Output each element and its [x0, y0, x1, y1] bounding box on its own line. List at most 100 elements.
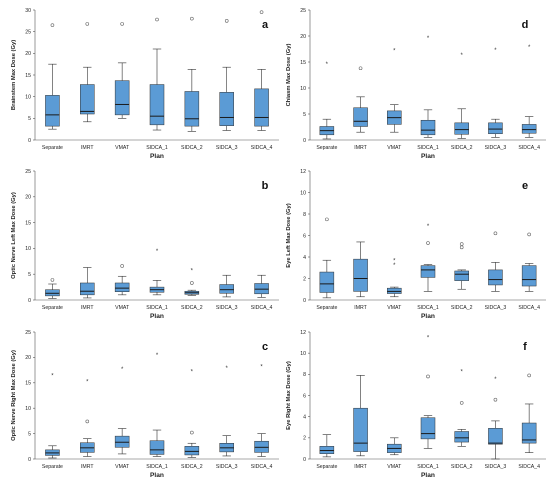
extreme-outlier-star: *: [51, 374, 54, 380]
y-tick-label: 30: [25, 8, 31, 14]
box-SIDCA_2: [454, 429, 469, 447]
x-tick-label: SIDCA_4: [518, 464, 540, 470]
panel-label: e: [522, 180, 528, 192]
y-tick-label: 15: [25, 73, 31, 79]
x-tick-label: IMRT: [354, 305, 367, 311]
box-SIDCA_3: [488, 420, 503, 460]
x-tick-label: SIDCA_2: [451, 145, 473, 151]
extreme-outlier-star: *: [528, 45, 531, 51]
box-SIDCA_4: [254, 274, 269, 298]
y-tick-label: 25: [25, 29, 31, 35]
x-tick-label: SIDCA_4: [251, 145, 273, 151]
outlier-circle: [190, 281, 194, 285]
x-tick-label: SIDCA_2: [181, 305, 203, 311]
y-tick-label: 0: [303, 298, 306, 304]
y-tick-label: 4: [303, 255, 306, 261]
x-tick-label: VMAT: [115, 464, 130, 470]
box-VMAT: [387, 286, 402, 298]
box-SIDCA_3: [219, 274, 234, 298]
y-tick-label: 15: [25, 220, 31, 226]
x-axis-title: Plan: [150, 313, 164, 320]
box-IMRT: [80, 438, 95, 457]
y-tick-label: 25: [25, 169, 31, 175]
outlier-circle: [224, 19, 229, 23]
box-iqr: [184, 91, 200, 127]
box-SIDCA_2: [454, 269, 469, 290]
x-tick-label: VMAT: [387, 464, 402, 470]
y-axis-title: Eye Left Max Dose (Gy): [286, 203, 292, 267]
x-tick-label: SIDCA_1: [146, 464, 168, 470]
box-iqr: [387, 287, 402, 294]
box-iqr: [454, 431, 469, 443]
outlier-circle: [459, 245, 464, 250]
x-tick-label: Separate: [42, 305, 63, 311]
y-tick-label: 12: [300, 169, 306, 175]
box-iqr: [454, 270, 469, 281]
panel-label: f: [523, 341, 527, 353]
box-iqr: [114, 435, 130, 448]
box-iqr: [420, 119, 436, 136]
panel-a: 0 5 10 15 20 25 30 Separate IMRT VMAT SIDCA_1 SIDCA…: [11, 8, 279, 160]
outlier-circle: [527, 373, 531, 378]
outlier-circle: [190, 430, 194, 435]
x-tick-label: VMAT: [387, 145, 402, 151]
x-tick-label: SIDCA_1: [417, 464, 439, 470]
x-tick-label: SIDCA_1: [417, 145, 439, 151]
box-VMAT: [114, 62, 130, 119]
x-tick-label: SIDCA_2: [451, 305, 473, 311]
box-iqr: [219, 284, 234, 294]
extreme-outlier-star: *: [86, 380, 89, 386]
box-iqr: [149, 84, 165, 126]
extreme-outlier-star: *: [226, 366, 229, 372]
y-tick-label: 10: [300, 190, 306, 196]
box-VMAT: [387, 437, 402, 456]
panel-label: b: [262, 180, 269, 192]
y-tick-label: 5: [28, 431, 31, 437]
box-iqr: [521, 124, 537, 134]
box-iqr: [114, 282, 130, 292]
y-tick-label: 0: [28, 298, 31, 304]
x-tick-label: Separate: [316, 145, 337, 151]
y-tick-label: 4: [303, 414, 306, 420]
x-tick-label: SIDCA_1: [146, 145, 168, 151]
panel-label: d: [522, 19, 529, 31]
x-tick-label: SIDCA_3: [216, 305, 238, 311]
outlier-circle: [50, 278, 55, 282]
box-iqr: [254, 88, 269, 127]
panel-b: 0 5 10 15 20 25 Separate IMRT VMAT SIDCA_1 SIDCA_2…: [11, 169, 279, 320]
extreme-outlier-star: *: [260, 364, 263, 370]
x-tick-label: IMRT: [81, 305, 94, 311]
box-iqr: [353, 258, 368, 292]
box-iqr: [80, 84, 95, 115]
box-VMAT: [387, 104, 402, 133]
y-tick-label: 10: [300, 351, 306, 357]
box-SIDCA_1: [149, 280, 165, 296]
box-SIDCA_4: [254, 69, 269, 131]
x-tick-label: IMRT: [81, 145, 94, 151]
y-tick-label: 15: [300, 60, 306, 66]
outlier-circle: [493, 397, 498, 402]
box-iqr: [319, 271, 335, 293]
extreme-outlier-star: *: [393, 48, 396, 54]
x-axis-title: Plan: [421, 472, 435, 479]
extreme-outlier-star: *: [461, 370, 464, 376]
x-tick-label: VMAT: [115, 305, 130, 311]
y-tick-label: 10: [25, 406, 31, 412]
x-tick-label: IMRT: [354, 145, 367, 151]
y-axis-title: Eye Right Max Dose (Gy): [286, 361, 292, 430]
box-iqr: [488, 122, 503, 135]
extreme-outlier-star: *: [494, 377, 497, 383]
x-tick-label: SIDCA_4: [518, 145, 540, 151]
panel-e: 0 2 4 6 8 10 12 Separate IMRT VMAT SIDCA_1 SIDCA_2 S…: [286, 169, 546, 320]
box-iqr: [420, 417, 436, 440]
box-iqr: [420, 265, 436, 278]
y-tick-label: 20: [25, 195, 31, 201]
y-tick-label: 6: [303, 393, 306, 399]
x-tick-label: SIDCA_1: [417, 305, 439, 311]
extreme-outlier-star: *: [191, 370, 194, 376]
outlier-circle: [120, 264, 124, 268]
y-axis-title: Optic Nerve Left Max Dose (Gy): [11, 192, 17, 279]
outlier-circle: [426, 374, 430, 379]
box-iqr: [319, 446, 335, 454]
